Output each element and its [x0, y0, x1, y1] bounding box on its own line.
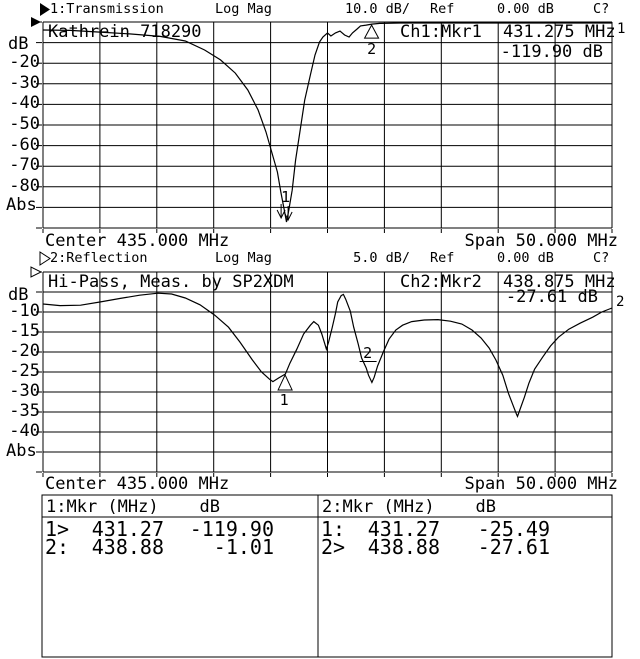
ch2-cal-status: C?	[593, 250, 610, 266]
ch2-title: 2:Reflection	[50, 250, 148, 266]
svg-text:2: 2	[616, 294, 624, 310]
ch1-axis-abs-label: Abs	[6, 195, 37, 215]
ch1-annotation: Kathrein 718290	[48, 22, 202, 42]
ch2-axis-unit: dB	[8, 285, 29, 305]
ch2-ref-value: 0.00 dB	[497, 250, 554, 266]
svg-text:2: 2	[363, 344, 372, 362]
ch2-ref-label: Ref	[430, 250, 455, 266]
ch2-marker-readout-value: -27.61 dB	[505, 287, 598, 307]
marker-row-value: -25.49	[477, 517, 550, 541]
marker-row-value: -1.01	[213, 534, 274, 559]
marker-row-id: 2:	[45, 534, 70, 559]
marker-row-freq: 438.88	[367, 534, 440, 559]
ch2-y-tick-label: -25	[9, 361, 40, 381]
ch1-marker-readout-label: Ch1:Mkr1	[400, 22, 482, 42]
ch2-span: Span 50.000 MHz	[464, 474, 618, 494]
ch1-format: Log Mag	[215, 1, 272, 17]
ch1-y-tick-label: -20	[9, 52, 40, 73]
marker-table-right-header: 2:Mkr (MHz) dB	[322, 497, 496, 517]
marker-row-freq: 431.27	[91, 517, 164, 541]
marker-row-freq: 438.88	[91, 534, 164, 559]
marker-row-id: 1:	[321, 517, 346, 541]
ch1-y-tick-label: -60	[9, 134, 40, 155]
ch2-y-tick-label: -20	[9, 341, 40, 361]
ch1-marker-readout-freq: 431.275 MHz	[503, 22, 616, 42]
marker-row-id: 1>	[45, 517, 70, 541]
ch2-format: Log Mag	[215, 250, 272, 266]
ch1-axis-unit: dB	[8, 34, 29, 54]
ch2-scale: 5.0 dB/	[353, 250, 410, 266]
ch1-ref-value: 0.00 dB	[497, 1, 554, 17]
ch2-y-tick-label: -15	[9, 321, 40, 341]
ch2-center-freq: Center 435.000 MHz	[45, 474, 230, 494]
marker-table-left-header: 1:Mkr (MHz) dB	[46, 497, 220, 517]
ch1-title: 1:Transmission	[50, 1, 164, 17]
svg-text:2: 2	[367, 40, 376, 58]
ch1-y-tick-label: -80	[9, 175, 40, 196]
ch2-y-tick-label: -40	[9, 421, 40, 441]
ch1-y-tick-label: -40	[9, 93, 40, 114]
marker-row-id: 2>	[321, 534, 346, 559]
ch1-center-freq: Center 435.000 MHz	[45, 231, 230, 251]
ch2-annotation: Hi-Pass, Meas. by SP2XDM	[48, 272, 294, 292]
ch2-y-tick-label: -10	[9, 301, 40, 321]
ch1-y-tick-label: -70	[9, 155, 40, 176]
svg-text:1: 1	[617, 21, 625, 37]
marker-row-freq: 431.27	[367, 517, 440, 541]
ch1-cal-status: C?	[593, 1, 610, 17]
ch2-marker-readout-label: Ch2:Mkr2	[400, 272, 482, 292]
ch1-ref-label: Ref	[430, 1, 455, 17]
ch1-scale: 10.0 dB/	[344, 1, 410, 17]
ch2-axis-abs-label: Abs	[6, 441, 37, 461]
ch2-marker-readout-freq: 438.875 MHz	[503, 272, 616, 292]
ch2-y-tick-label: -35	[9, 401, 40, 421]
ch1-y-tick-label: -30	[9, 72, 40, 93]
ch1-marker-readout-value: -119.90 dB	[500, 42, 603, 62]
ch1-y-tick-label: -50	[9, 114, 40, 134]
ch2-y-tick-label: -30	[9, 381, 40, 401]
marker-row-value: -119.90	[189, 517, 274, 541]
marker-row-value: -27.61	[477, 534, 550, 559]
svg-text:1: 1	[281, 188, 290, 206]
ch1-span: Span 50.000 MHz	[464, 231, 618, 251]
svg-text:1: 1	[280, 391, 289, 409]
